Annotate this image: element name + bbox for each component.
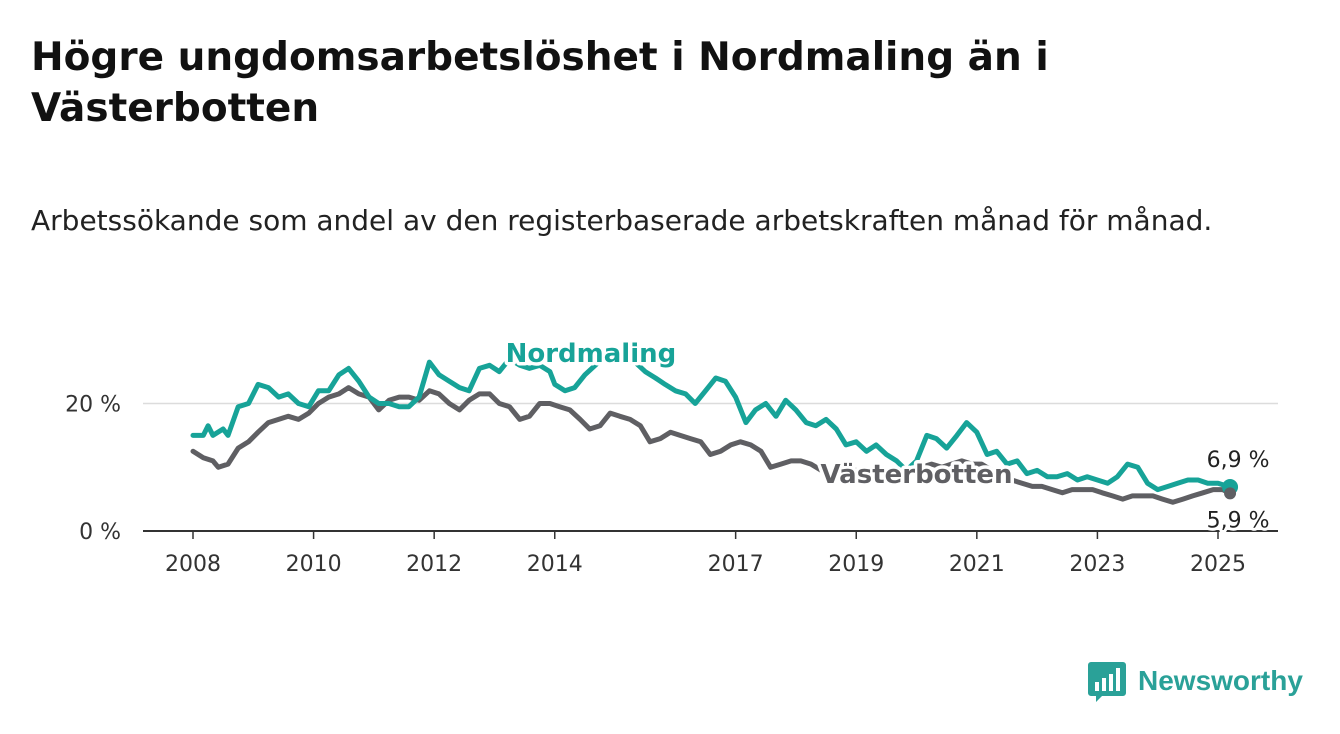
- bar-chart-logo-icon: [1088, 662, 1126, 702]
- x-tick-label: 2025: [1190, 552, 1246, 577]
- x-tick-label: 2012: [406, 552, 462, 577]
- x-tick-label: 2021: [949, 552, 1005, 577]
- series-lines: [190, 350, 1239, 505]
- chart-labels: 6,9 % 5,9 % Nordmaling Västerbotten: [502, 336, 1272, 537]
- series-name-label: Västerbotten: [820, 460, 1012, 490]
- series-line-nordmaling: [190, 350, 1233, 493]
- series-end-marker: [1224, 487, 1237, 500]
- series-name-label: Nordmaling: [506, 339, 677, 369]
- brand-name: Newsworthy: [1138, 665, 1303, 696]
- x-tick-label: 2014: [527, 552, 583, 577]
- x-tick-label: 2017: [708, 552, 764, 577]
- series-end-label: 6,9 %: [1207, 448, 1270, 473]
- x-tick-label: 2023: [1069, 552, 1125, 577]
- newsworthy-brand: Newsworthy: [1088, 660, 1303, 702]
- series-end-label: 5,9 %: [1207, 508, 1270, 533]
- page-subtitle: Arbetssökande som andel av den registerb…: [31, 204, 1213, 237]
- y-tick-label: 20 %: [65, 393, 121, 418]
- axes: 0 % 20 % 2008 2010 2012 2014 2017 2019 2021 2023 2…: [65, 393, 1278, 577]
- series-line-vasterbotten: [190, 385, 1233, 505]
- x-tick-label: 2008: [165, 552, 221, 577]
- page-title: Högre ungdomsarbetslöshet i Nordmaling ä…: [31, 35, 1049, 131]
- x-tick-label: 2019: [828, 552, 884, 577]
- y-tick-label: 0 %: [79, 520, 121, 545]
- x-tick-label: 2010: [286, 552, 342, 577]
